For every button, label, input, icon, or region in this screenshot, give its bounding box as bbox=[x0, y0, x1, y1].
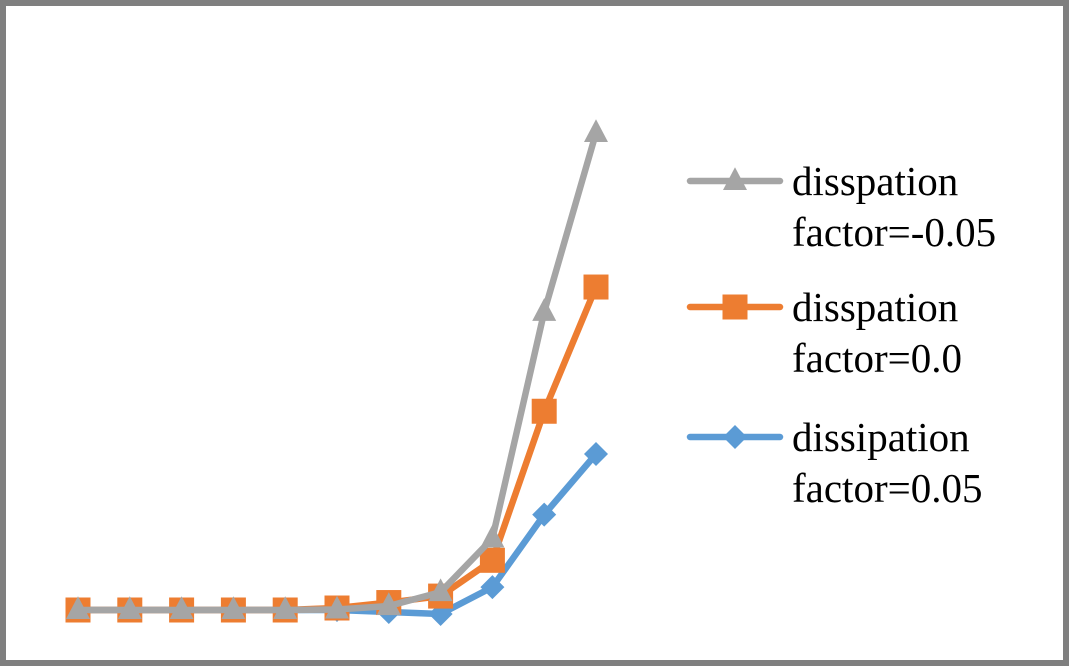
legend-entry-s2: disspation factor=0.0 bbox=[686, 284, 962, 381]
legend-label-s2-line2: factor=0.0 bbox=[792, 335, 962, 381]
plot-area bbox=[65, 119, 609, 626]
legend-marker-s1 bbox=[723, 167, 747, 190]
data-point-s3-11 bbox=[584, 441, 608, 466]
legend: disspation factor=-0.05 disspation facto… bbox=[686, 158, 996, 511]
legend-label-s1-line2: factor=-0.05 bbox=[792, 209, 996, 255]
data-point-s1-1 bbox=[66, 596, 90, 619]
data-point-s1-9 bbox=[480, 524, 505, 548]
legend-marker-s2 bbox=[722, 294, 748, 320]
data-point-s2-9 bbox=[479, 547, 505, 573]
data-point-s3-9 bbox=[480, 575, 505, 600]
legend-entry-s1: disspation factor=-0.05 bbox=[686, 158, 996, 255]
data-point-s1-7 bbox=[376, 592, 401, 616]
legend-label-s3-line2: factor=0.05 bbox=[792, 465, 982, 511]
legend-marker-s3 bbox=[723, 425, 747, 449]
data-point-s2-11 bbox=[583, 274, 609, 300]
series-line-s1 bbox=[74, 129, 600, 614]
series-s1 bbox=[66, 119, 608, 619]
legend-entry-s3: dissipation factor=0.05 bbox=[686, 414, 982, 511]
data-point-s1-11 bbox=[584, 119, 608, 142]
legend-label-s2-line1: disspation bbox=[792, 284, 958, 330]
series-s2 bbox=[65, 274, 609, 623]
data-point-s1-10 bbox=[532, 298, 557, 321]
legend-label-s1-line1: disspation bbox=[792, 158, 958, 204]
data-point-s3-10 bbox=[532, 502, 557, 527]
data-point-s2-10 bbox=[531, 398, 557, 424]
legend-label-s3-line1: dissipation bbox=[792, 414, 970, 460]
data-point-s1-8 bbox=[428, 578, 453, 602]
legend-symbol-s1 bbox=[723, 167, 747, 190]
data-point-s1-2 bbox=[117, 596, 142, 619]
data-point-s1-4 bbox=[221, 596, 246, 619]
data-point-s1-5 bbox=[273, 596, 298, 619]
legend-symbol-s2 bbox=[722, 294, 748, 320]
data-point-s1-6 bbox=[325, 595, 349, 619]
data-point-s1-3 bbox=[169, 596, 194, 619]
series-line-s2 bbox=[74, 283, 600, 614]
legend-symbol-s3 bbox=[723, 425, 747, 449]
